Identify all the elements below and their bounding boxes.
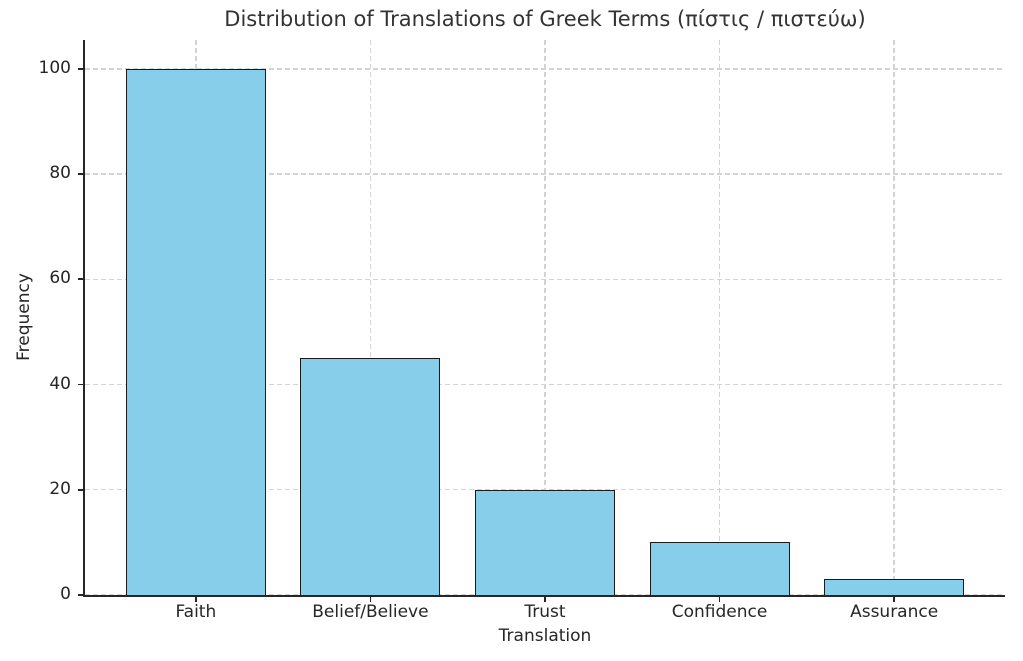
y-tick-mark [78,173,85,176]
x-tick-label: Confidence [671,602,768,622]
x-tick-label: Faith [175,602,217,622]
y-tick-mark [78,68,85,70]
y-tick-label: 20 [49,478,71,499]
y-tick-mark [78,383,85,386]
y-axis-spine [83,40,85,597]
x-axis-label: Translation [498,626,592,646]
x-tick-label: Assurance [850,602,939,622]
bar-confidence [650,542,790,595]
x-gridline [544,40,546,595]
bar-trust [475,489,615,595]
chart-title: Distribution of Translations of Greek Te… [224,7,866,31]
x-gridline [369,40,372,595]
bar-assurance [824,579,964,595]
bar-belief-believe [300,358,440,595]
x-gridline [718,40,721,595]
x-tick-mark [544,595,546,602]
x-tick-label: Belief/Believe [312,602,429,622]
x-tick-label: Trust [524,602,566,622]
bar-faith [126,68,266,595]
x-tick-mark [369,595,372,602]
x-axis-spine [83,595,1005,597]
y-tick-mark [78,594,85,596]
y-tick-mark [78,278,85,281]
x-tick-mark [718,595,721,602]
x-tick-mark [194,595,197,602]
x-gridline [893,40,895,595]
y-tick-label: 0 [60,584,71,604]
y-tick-label: 60 [49,268,71,289]
y-tick-label: 100 [38,57,71,78]
y-tick-mark [78,488,85,491]
y-tick-label: 80 [49,163,71,184]
y-tick-label: 40 [49,373,71,394]
x-tick-mark [893,595,896,602]
